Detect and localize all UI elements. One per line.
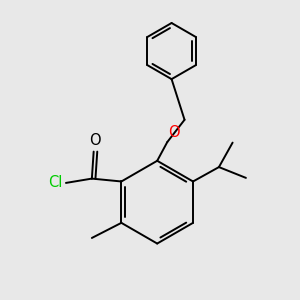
Text: Cl: Cl [48,176,62,190]
Text: O: O [89,133,100,148]
Text: O: O [168,125,180,140]
